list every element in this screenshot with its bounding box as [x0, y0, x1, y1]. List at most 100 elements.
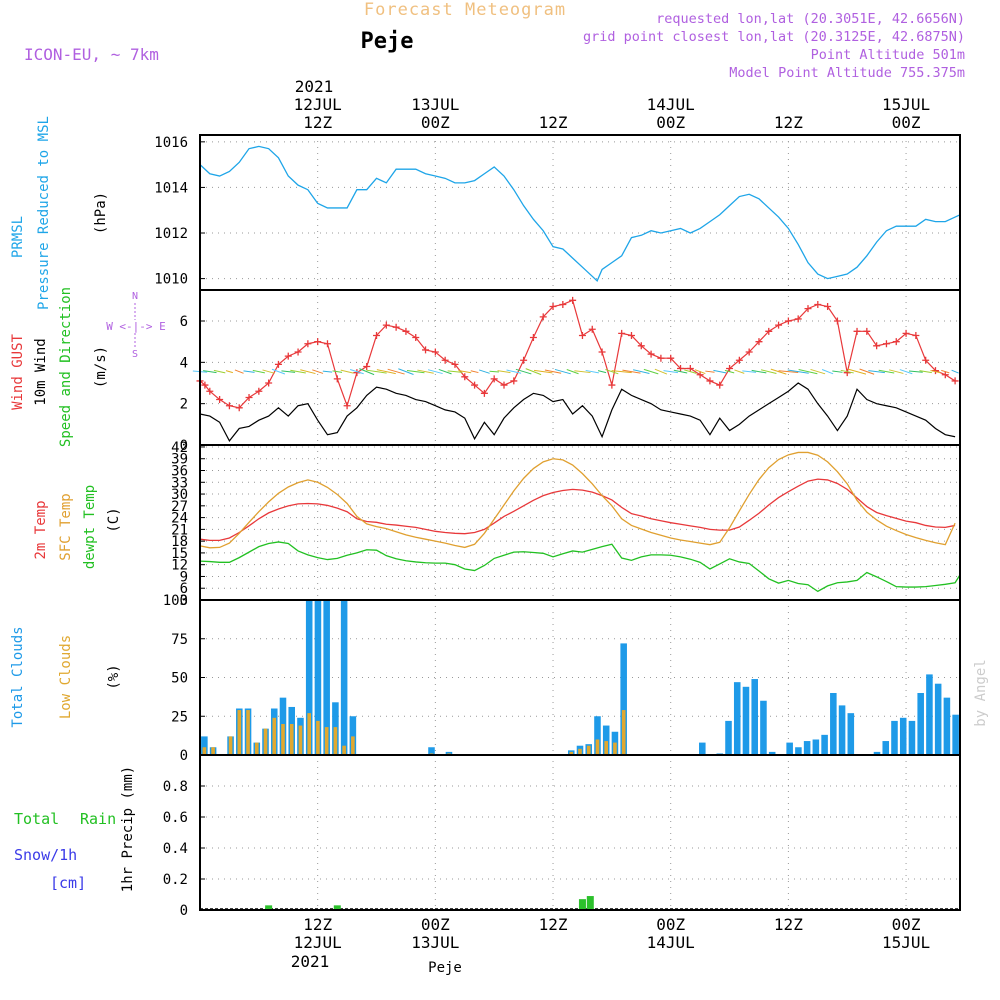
top-date-label: 13JUL [411, 95, 459, 114]
wind-arrow [919, 370, 932, 374]
wind-arrow [427, 369, 443, 375]
wind-arrow [868, 370, 885, 374]
gust-marker [745, 348, 753, 356]
wind-arrow [447, 370, 463, 373]
gust-marker [814, 300, 822, 308]
rain-bar [578, 899, 586, 910]
dewpt-line [199, 541, 961, 593]
temp-ytick-label: 9 [180, 569, 188, 585]
wind-arrow [622, 369, 641, 374]
wind-arrow [271, 368, 286, 375]
gust-marker [863, 327, 871, 335]
wind-arrow [847, 368, 867, 375]
location-title: Peje [361, 29, 414, 54]
wind-unit: (m/s) [93, 346, 109, 388]
dewpt-label: dewpt Temp [82, 485, 98, 569]
wind-arrow [387, 368, 405, 375]
low-cloud-bar [324, 727, 329, 755]
pressure-ytick-label: 1016 [154, 135, 188, 151]
total-cloud-bar [760, 700, 767, 755]
gust-marker [608, 381, 616, 389]
gust-marker [402, 327, 410, 335]
temp-ytick-label: 6 [180, 581, 188, 597]
top-date-label: 14JUL [647, 95, 695, 114]
gust-marker [716, 381, 724, 389]
wind-arrow [742, 370, 757, 373]
rain-bar [265, 905, 273, 910]
gust-marker [343, 402, 351, 410]
rain-bar [586, 896, 594, 910]
wind-arrow [899, 369, 913, 375]
pressure-ytick-label: 1012 [154, 226, 188, 242]
top-hour-label: 12Z [774, 113, 803, 132]
top-hour-label: 12Z [303, 113, 332, 132]
low-cloud-bar [211, 747, 215, 755]
temp-ytick-label: 42 [171, 440, 188, 456]
total-cloud-bar [428, 747, 435, 755]
wind-arrow [643, 368, 659, 375]
gust-marker [941, 371, 949, 379]
bottom-hour-label: 00Z [421, 915, 450, 934]
wind-arrow [300, 369, 316, 375]
top-hour-label: 00Z [892, 113, 921, 132]
gust-marker [304, 340, 312, 348]
gust-marker [784, 317, 792, 325]
footer-location: Peje [428, 960, 462, 976]
total-cloud-bar [602, 725, 610, 755]
clouds-ytick-label: 25 [171, 709, 188, 725]
wind-arrow [694, 369, 706, 375]
total-cloud-bar [768, 751, 776, 755]
gust-marker [912, 331, 920, 339]
wind-arrow [470, 370, 479, 374]
gust-marker [441, 356, 449, 364]
gust-marker [657, 354, 665, 362]
wind-arrow [366, 369, 387, 374]
total-cloud-bar [917, 693, 924, 755]
gust-marker [255, 387, 263, 395]
gust-marker [696, 371, 704, 379]
wind-arrow [821, 369, 834, 375]
total-cloud-bar [795, 747, 802, 755]
gust-marker [216, 396, 224, 404]
gust-marker [225, 402, 233, 410]
wind-arrow [734, 369, 745, 374]
temp-ytick-label: 21 [171, 522, 188, 538]
wind-arrow [417, 369, 434, 374]
temp-ytick-label: 27 [171, 499, 188, 515]
bottom-hour-label: 12Z [774, 915, 803, 934]
temp-ytick-label: 3 [180, 593, 188, 609]
gust-marker [882, 340, 890, 348]
wind-arrow [663, 370, 678, 374]
wind-arrow [724, 369, 735, 374]
temp-ytick-label: 15 [171, 546, 188, 562]
total-cloud-bar [786, 742, 793, 755]
total-cloud-bar [847, 713, 855, 755]
low-cloud-bar [333, 727, 338, 755]
gust-marker [618, 329, 626, 337]
wind-arrow [312, 369, 324, 374]
gust-marker [461, 373, 469, 381]
wind-arrow [908, 370, 923, 373]
rain-bar [333, 905, 341, 910]
total-cloud-bar [594, 716, 601, 755]
precip-unit: 1hr Precip (mm) [120, 766, 136, 892]
gust-marker [706, 377, 714, 385]
pressure-label-a: PRMSL [10, 216, 26, 258]
temp-ytick-label: 24 [171, 511, 188, 527]
bottom-date-label: 13JUL [411, 933, 459, 952]
low-cloud-bar [237, 710, 242, 755]
wind-arrow [611, 370, 632, 374]
total-cloud-bar [314, 600, 322, 755]
total-cloud-bar [725, 720, 732, 755]
gust-marker [735, 356, 743, 364]
clouds-ytick-label: 100 [163, 593, 188, 609]
t2m-label: 2m Temp [33, 500, 49, 559]
compass-west-east: W <-|-> E [106, 320, 166, 333]
temp-ytick-label: 18 [171, 534, 188, 550]
total-cloud-bar [891, 720, 898, 755]
compass-south: S [132, 349, 138, 360]
gust-marker [853, 327, 861, 335]
gust-marker [951, 377, 959, 385]
precip-ytick-label: 0.8 [163, 779, 188, 795]
